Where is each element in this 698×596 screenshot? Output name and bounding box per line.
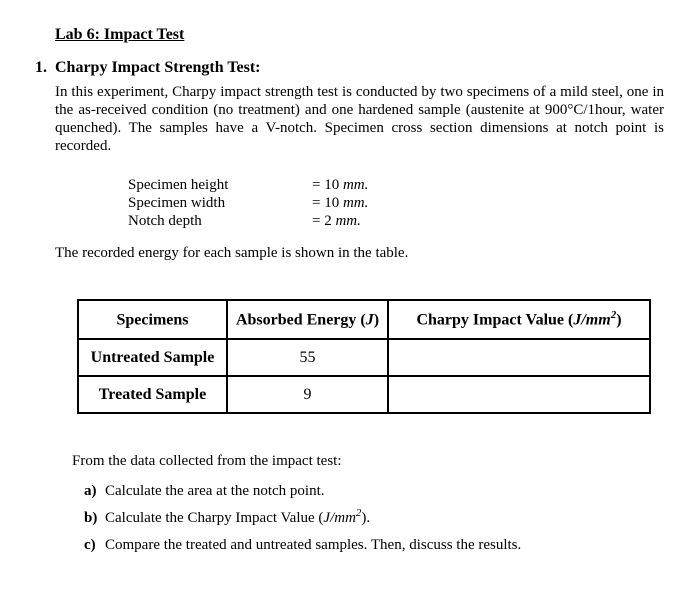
task-text-superscript: 2 bbox=[355, 507, 362, 519]
header-specimens: Specimens bbox=[77, 299, 228, 340]
task-text: Compare the treated and untreated sample… bbox=[105, 537, 521, 553]
header-absorbed-energy: Absorbed Energy (J) bbox=[226, 299, 389, 340]
task-marker: a) bbox=[84, 483, 97, 499]
cell-absorbed-energy: 55 bbox=[226, 338, 389, 377]
task-text-pre: Calculate the Charpy Impact Value ( bbox=[105, 510, 324, 526]
dimension-row: Notch depth = 2 mm. bbox=[128, 212, 368, 230]
doc-title: Lab 6: Impact Test bbox=[55, 26, 185, 43]
task-text: Calculate the area at the notch point. bbox=[105, 483, 325, 499]
cell-specimen: Untreated Sample bbox=[77, 338, 228, 377]
section-heading-text: Charpy Impact Strength Test: bbox=[55, 59, 261, 76]
dimension-label: Specimen width bbox=[128, 195, 226, 211]
header-text-post: ) bbox=[373, 311, 380, 329]
table-row-treated: Treated Sample 9 bbox=[77, 375, 651, 414]
cell-absorbed-energy: 9 bbox=[226, 375, 389, 414]
dimension-row: Specimen width = 10 mm. bbox=[128, 194, 368, 212]
intro-paragraph: In this experiment, Charpy impact streng… bbox=[55, 84, 664, 154]
dimension-value: = 10 bbox=[312, 177, 343, 193]
table-intro: The recorded energy for each sample is s… bbox=[55, 245, 409, 261]
task-text-pre: Compare the treated and untreated sample… bbox=[105, 537, 522, 553]
section-number: 1. bbox=[35, 59, 47, 76]
task-marker: c) bbox=[84, 537, 96, 553]
header-unit-italic: J/mm bbox=[573, 311, 611, 329]
table-header-row: Specimens Absorbed Energy (J) Charpy Imp… bbox=[77, 299, 651, 340]
task-text-pre: Calculate the area at the notch point. bbox=[105, 483, 325, 499]
header-unit-superscript: 2 bbox=[610, 309, 617, 322]
section-heading: 1. Charpy Impact Strength Test: bbox=[35, 59, 261, 77]
dimension-label: Notch depth bbox=[128, 213, 202, 229]
cell-charpy-value-empty bbox=[387, 338, 651, 377]
header-unit-italic: J bbox=[365, 311, 374, 329]
energy-results-table: Specimens Absorbed Energy (J) Charpy Imp… bbox=[77, 299, 651, 414]
task-item-c: c) Compare the treated and untreated samp… bbox=[84, 529, 521, 556]
task-text-italic: J/mm bbox=[323, 510, 356, 526]
header-text: Charpy Impact Value ( bbox=[416, 311, 574, 329]
header-text-post: ) bbox=[616, 311, 622, 329]
task-text: Calculate the Charpy Impact Value (J/mm2… bbox=[105, 507, 371, 526]
dimension-label: Specimen height bbox=[128, 177, 229, 193]
dimension-unit: mm. bbox=[335, 213, 361, 229]
header-charpy-impact-value: Charpy Impact Value (J/mm2) bbox=[387, 299, 651, 340]
header-text: Absorbed Energy ( bbox=[235, 311, 366, 329]
dimension-unit: mm. bbox=[342, 195, 369, 211]
specimen-dimensions-list: Specimen height = 10 mm. Specimen width = … bbox=[128, 176, 368, 230]
cell-specimen: Treated Sample bbox=[77, 375, 228, 414]
dimension-row: Specimen height = 10 mm. bbox=[128, 176, 368, 194]
dimension-unit: mm. bbox=[342, 177, 369, 193]
task-item-b: b) Calculate the Charpy Impact Value (J/m… bbox=[84, 502, 521, 529]
task-marker: b) bbox=[84, 510, 98, 526]
table-row-untreated: Untreated Sample 55 bbox=[77, 338, 651, 377]
task-text-post: ). bbox=[361, 510, 371, 526]
task-item-a: a) Calculate the area at the notch point. bbox=[84, 475, 521, 502]
dimension-value: = 10 bbox=[312, 195, 343, 211]
header-text: Specimens bbox=[116, 311, 189, 329]
tasks-list: a) Calculate the area at the notch point.… bbox=[84, 475, 521, 556]
tasks-intro: From the data collected from the impact … bbox=[72, 453, 342, 469]
dimension-value: = 2 bbox=[312, 213, 336, 229]
cell-charpy-value-empty bbox=[387, 375, 651, 414]
